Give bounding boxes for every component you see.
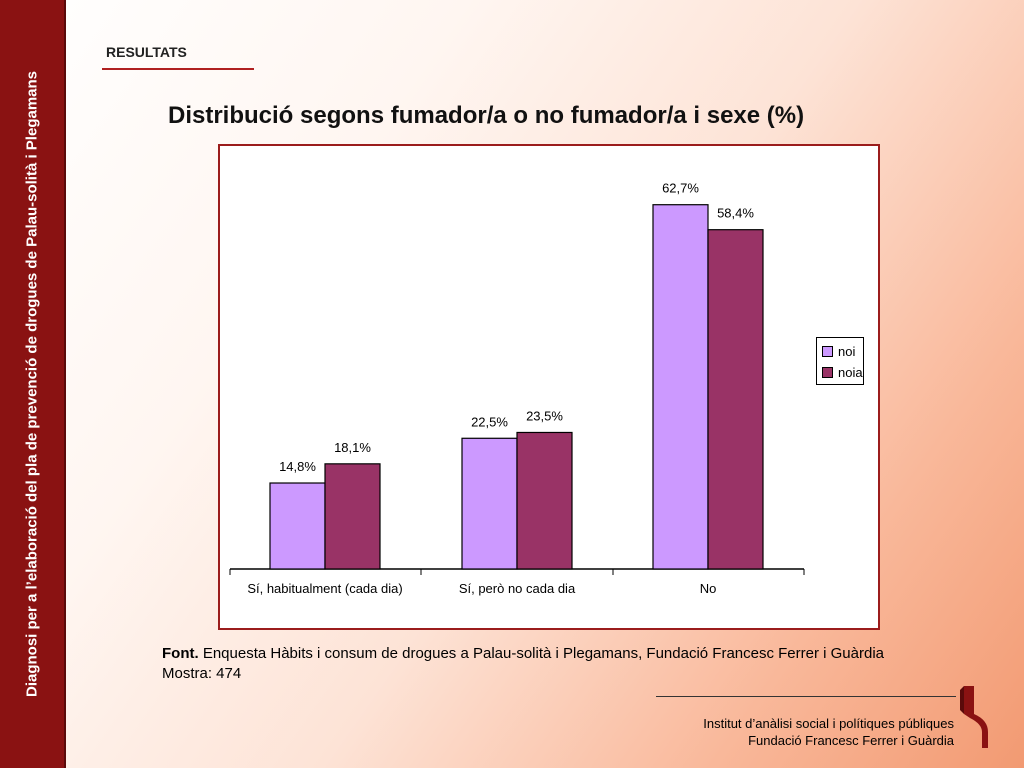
source-note: Font. Enquesta Hàbits i consum de drogue… — [162, 644, 884, 684]
legend-label-noia: noia — [838, 365, 863, 380]
sample-size: Mostra: 474 — [162, 665, 242, 682]
source-prefix: Font. — [162, 645, 199, 662]
footer-foundation: Fundació Francesc Ferrer i Guàrdia — [748, 733, 954, 748]
bar-noi-0 — [269, 482, 326, 570]
section-divider — [102, 68, 254, 70]
sidebar: Diagnosi per a l’elaboració del pla de p… — [0, 0, 66, 768]
legend-label-noi: noi — [838, 344, 856, 359]
data-label-noia-0: 18,1% — [334, 440, 371, 455]
x-tick-label-2: No — [700, 581, 717, 596]
foundation-logo-icon — [960, 686, 988, 748]
legend-item-noia: noia — [822, 365, 863, 380]
footer: Institut d’anàlisi social i polítiques p… — [703, 715, 954, 749]
legend-swatch-noia — [822, 367, 833, 378]
data-label-noi-2: 62,7% — [662, 181, 699, 196]
bar-noia-1 — [516, 431, 573, 570]
data-label-noi-1: 22,5% — [471, 414, 508, 429]
data-label-noia-1: 23,5% — [526, 408, 563, 423]
bar-noia-0 — [324, 463, 381, 570]
source-text: Enquesta Hàbits i consum de drogues a Pa… — [198, 645, 884, 662]
bar-noi-2 — [652, 204, 709, 570]
footer-institute: Institut d’anàlisi social i polítiques p… — [703, 716, 954, 731]
bar-noi-1 — [461, 437, 518, 570]
x-tick-label-0: Sí, habitualment (cada dia) — [247, 581, 402, 596]
page-title: Distribució segons fumador/a o no fumado… — [168, 102, 805, 129]
section-label: RESULTATS — [106, 44, 187, 60]
legend-item-noi: noi — [822, 344, 855, 359]
x-tick-label-1: Sí, però no cada dia — [459, 581, 576, 596]
legend-swatch-noi — [822, 346, 833, 357]
data-label-noia-2: 58,4% — [717, 206, 754, 221]
footer-divider — [656, 696, 956, 697]
chart-legend: noi noia — [816, 337, 864, 385]
data-label-noi-0: 14,8% — [279, 459, 316, 474]
bar-noia-2 — [707, 229, 764, 570]
